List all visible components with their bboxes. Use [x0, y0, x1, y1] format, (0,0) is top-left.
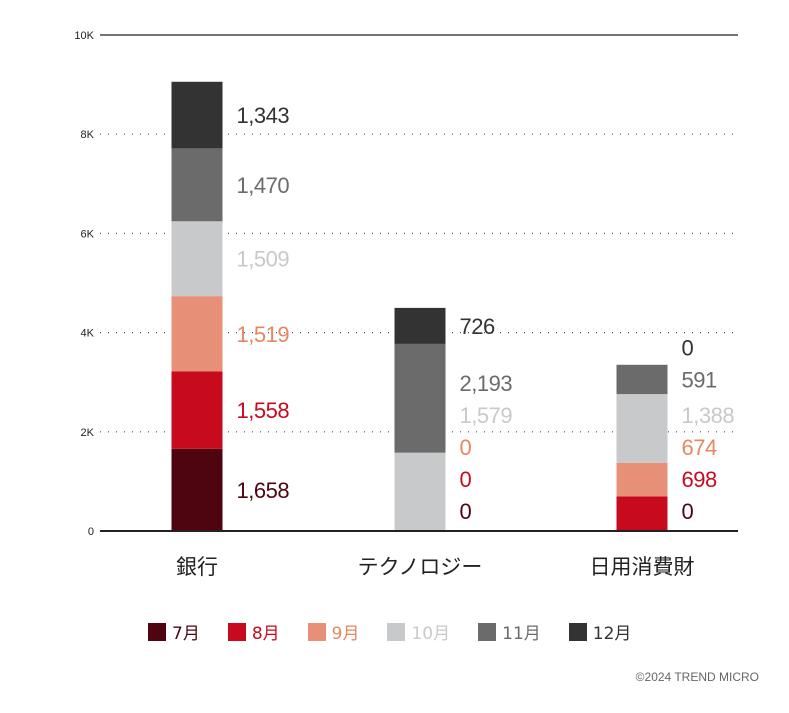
legend-label: 7月 [172, 624, 200, 644]
legend-swatch [568, 622, 587, 641]
data-label: 0 [682, 335, 694, 360]
bar-segment [616, 462, 668, 497]
legend-label: 10月 [411, 624, 451, 644]
y-tick-label: 2K [81, 427, 95, 439]
bar-segment [616, 394, 668, 463]
legend-item: 10月 [387, 619, 450, 644]
data-label: 1,579 [460, 403, 513, 428]
category-label: 銀行 [176, 555, 218, 579]
chart-legend: 7月 8月 9月 10月 11月 12月 [148, 619, 631, 644]
bar-segment [394, 307, 446, 344]
legend-item: 8月 [227, 619, 280, 644]
legend-label: 9月 [331, 624, 360, 644]
legend-item: 9月 [307, 619, 360, 644]
y-tick-label: 0 [88, 526, 94, 538]
data-label: 1,388 [682, 403, 735, 428]
legend-swatch [478, 622, 497, 641]
legend-swatch [387, 622, 406, 641]
legend-item: 7月 [148, 619, 200, 644]
legend-swatch [307, 622, 326, 641]
bar-segment [616, 496, 668, 531]
data-label: 0 [460, 499, 472, 524]
data-label: 726 [460, 314, 495, 339]
legend-swatch [148, 622, 166, 641]
y-tick-label: 4K [81, 328, 95, 340]
data-label: 674 [682, 435, 717, 460]
legend-label: 11月 [502, 624, 541, 644]
category-label: テクノロジー [358, 555, 483, 579]
bar-segment [171, 148, 223, 222]
copyright-notice: ©2024 TREND MICRO [635, 670, 759, 684]
legend-label: 12月 [592, 624, 632, 644]
data-label: 698 [682, 467, 717, 492]
data-label: 1,558 [237, 398, 290, 423]
bar-segment [171, 448, 223, 531]
data-label: 1,658 [237, 478, 290, 503]
legend-label: 8月 [251, 624, 280, 644]
data-label: 591 [682, 367, 717, 392]
y-tick-label: 6K [81, 228, 95, 240]
data-label: 0 [460, 467, 472, 492]
data-label: 1,519 [237, 322, 290, 347]
bar-segment [171, 81, 223, 149]
data-label: 1,343 [237, 103, 290, 128]
data-label: 2,193 [460, 371, 513, 396]
y-tick-label: 8K [81, 129, 95, 141]
data-label: 1,509 [237, 247, 290, 272]
legend-item: 11月 [478, 619, 541, 644]
bar-segment [394, 452, 446, 531]
data-label: 0 [460, 435, 472, 460]
bar-segment [171, 371, 223, 449]
bar-segment [171, 221, 223, 297]
category-label: 日用消費財 [590, 555, 695, 579]
data-label: 1,470 [237, 173, 290, 198]
bar-segment [394, 343, 446, 453]
legend-swatch [227, 622, 246, 641]
bar-segment [171, 296, 223, 372]
y-tick-label: 10K [74, 30, 94, 42]
legend-item: 12月 [568, 619, 632, 644]
bar-segment [616, 364, 668, 395]
data-label: 0 [682, 499, 694, 524]
